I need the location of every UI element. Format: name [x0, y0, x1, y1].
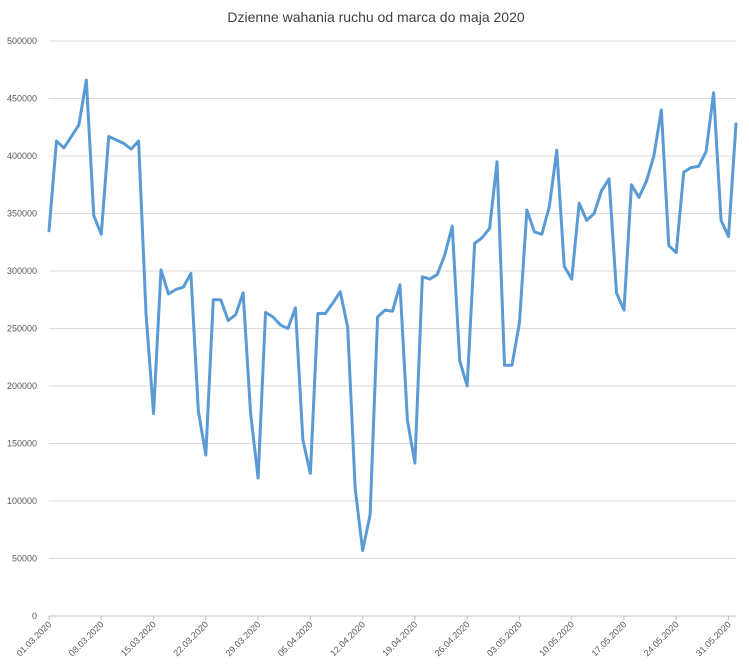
series-line: [47, 78, 738, 552]
y-tick-label: 0: [32, 611, 37, 621]
y-tick-label: 300000: [7, 266, 37, 276]
y-tick-label: 400000: [7, 151, 37, 161]
y-tick-label: 250000: [7, 324, 37, 334]
gridlines: [49, 40, 736, 559]
chart-title: Dzienne wahania ruchu od marca do maja 2…: [227, 9, 525, 25]
y-axis-ticks: 0 50000 100000 150000 200000 250000 300000 3500…: [7, 36, 37, 621]
y-tick-label: 450000: [7, 94, 37, 104]
y-tick-label: 50000: [12, 554, 37, 564]
y-tick-label: 100000: [7, 496, 37, 506]
y-tick-label: 350000: [7, 209, 37, 219]
y-tick-label: 200000: [7, 381, 37, 391]
y-tick-label: 500000: [7, 36, 37, 46]
y-tick-label: 150000: [7, 439, 37, 449]
